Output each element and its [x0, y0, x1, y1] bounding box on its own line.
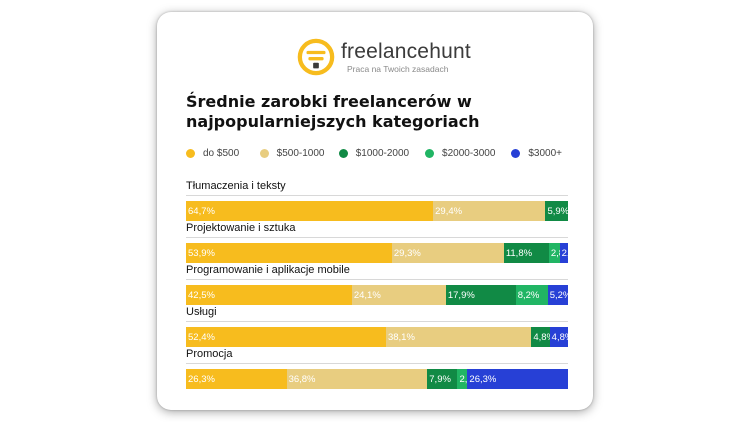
brand-tagline: Praca na Twoich zasadach	[347, 63, 449, 74]
data-label: 64,7%	[188, 205, 215, 217]
data-label: 4,8%	[551, 331, 568, 343]
data-label: 52,4%	[188, 331, 215, 343]
row-divider	[186, 321, 568, 322]
data-label: 7,9%	[429, 373, 451, 385]
bar-segment: 5,2%	[547, 285, 568, 305]
data-label: 26,3%	[188, 373, 215, 385]
bar-segment: 42,5%	[186, 285, 352, 305]
category-label: Projektowanie i sztuka	[186, 222, 296, 234]
data-label: 4,8%	[533, 331, 549, 343]
stacked-bar: 26,3%36,8%7,9%2,6%26,3%	[186, 369, 568, 389]
bar-segment: 53,9%	[186, 243, 392, 263]
bar-segment: 64,7%	[186, 201, 434, 221]
chart-rows: Tłumaczenia i teksty 64,7% 29,4% 5,9% Projek…	[186, 179, 568, 389]
legend-item: $3000+	[511, 148, 562, 159]
stacked-bar: 42,5% 24,1% 17,9% 8,2% 5,2%	[186, 285, 568, 305]
brand-logo: freelancehunt Praca na Twoich zasadach	[297, 38, 471, 76]
data-label: 26,3%	[469, 373, 497, 385]
data-label: 42,5%	[188, 289, 215, 301]
bar-segment: 5,9%	[545, 201, 568, 221]
category-label: Tłumaczenia i teksty	[186, 180, 286, 192]
data-label: 29,4%	[435, 205, 463, 217]
bar-segment: 7,9%	[427, 369, 458, 389]
freelancehunt-logo-icon	[297, 38, 335, 76]
chart-row: Programowanie i aplikacje mobile 42,5% 24,…	[186, 263, 568, 305]
legend-item: do $500	[186, 148, 246, 159]
legend-label: $2000-3000	[442, 148, 496, 159]
bar-segment: 52,4%	[186, 327, 386, 347]
bar-segment: 2,2%	[559, 243, 568, 263]
data-label: 38,1%	[387, 331, 415, 343]
row-divider	[186, 363, 568, 364]
bar-segment: 38,1%	[385, 327, 532, 347]
bar-segment: 26,3%	[467, 369, 568, 389]
legend-label: $500-1000	[276, 148, 325, 159]
bar-segment: 36,8%	[286, 369, 428, 389]
legend-item: $500-1000	[259, 148, 325, 159]
bar-segment: 4,8%	[549, 327, 568, 347]
data-label: 17,9%	[447, 289, 475, 301]
chart-legend: do $500 $500-1000 $1000-2000 $2000-3000 $300…	[186, 148, 576, 159]
chart-title: Średnie zarobki freelancerów w najpopula…	[186, 92, 480, 131]
chart-row: Projektowanie i sztuka 53,9% 29,3% 11,8% 2,8…	[186, 221, 568, 263]
category-label: Promocja	[186, 348, 233, 360]
data-label: 53,9%	[188, 247, 215, 259]
bar-segment: 11,8%	[503, 243, 549, 263]
legend-label: do $500	[203, 148, 240, 159]
bar-segment: 2,6%	[457, 369, 468, 389]
data-label: 2,6%	[459, 373, 468, 385]
bar-segment: 29,4%	[433, 201, 546, 221]
legend-item: $2000-3000	[425, 148, 497, 159]
data-label: 5,9%	[547, 205, 568, 217]
legend-label: $3000+	[528, 148, 563, 159]
bar-segment: 2,8%	[548, 243, 560, 263]
data-label: 8,2%	[517, 289, 540, 301]
data-label: 36,8%	[288, 373, 316, 385]
bar-segment: 24,1%	[351, 285, 446, 305]
stacked-bar: 64,7% 29,4% 5,9%	[186, 201, 568, 221]
chart-card: freelancehunt Praca na Twoich zasadach Ś…	[157, 12, 593, 410]
legend-swatch	[425, 149, 435, 158]
chart-row: Usługi 52,4% 38,1% 4,8%4,8%	[186, 305, 568, 347]
chart-row: Tłumaczenia i teksty 64,7% 29,4% 5,9%	[186, 179, 568, 221]
legend-swatch	[186, 149, 195, 158]
data-label: 29,3%	[393, 247, 421, 259]
data-label: 2,2%	[561, 247, 568, 259]
category-label: Usługi	[186, 306, 217, 318]
category-label: Programowanie i aplikacje mobile	[186, 264, 350, 276]
row-divider	[186, 195, 568, 196]
stacked-bar: 52,4% 38,1% 4,8%4,8%	[186, 327, 568, 347]
legend-swatch	[511, 149, 521, 158]
row-divider	[186, 279, 568, 280]
bar-segment: 29,3%	[391, 243, 504, 263]
bar-segment: 26,3%	[186, 369, 287, 389]
legend-swatch	[259, 149, 269, 158]
bar-segment: 8,2%	[515, 285, 548, 305]
legend-swatch	[338, 149, 348, 158]
bar-segment: 4,8%	[531, 327, 550, 347]
row-divider	[186, 237, 568, 238]
bar-segment: 17,9%	[445, 285, 516, 305]
stacked-bar: 53,9% 29,3% 11,8% 2,8%2,2%	[186, 243, 568, 263]
data-label: 2,8%	[550, 247, 560, 259]
legend-item: $1000-2000	[338, 148, 411, 159]
data-label: 24,1%	[353, 289, 381, 301]
legend-label: $1000-2000	[355, 148, 410, 159]
data-label: 5,2%	[549, 289, 568, 301]
brand-name: freelancehunt	[341, 39, 471, 63]
data-label: 11,8%	[505, 247, 533, 259]
